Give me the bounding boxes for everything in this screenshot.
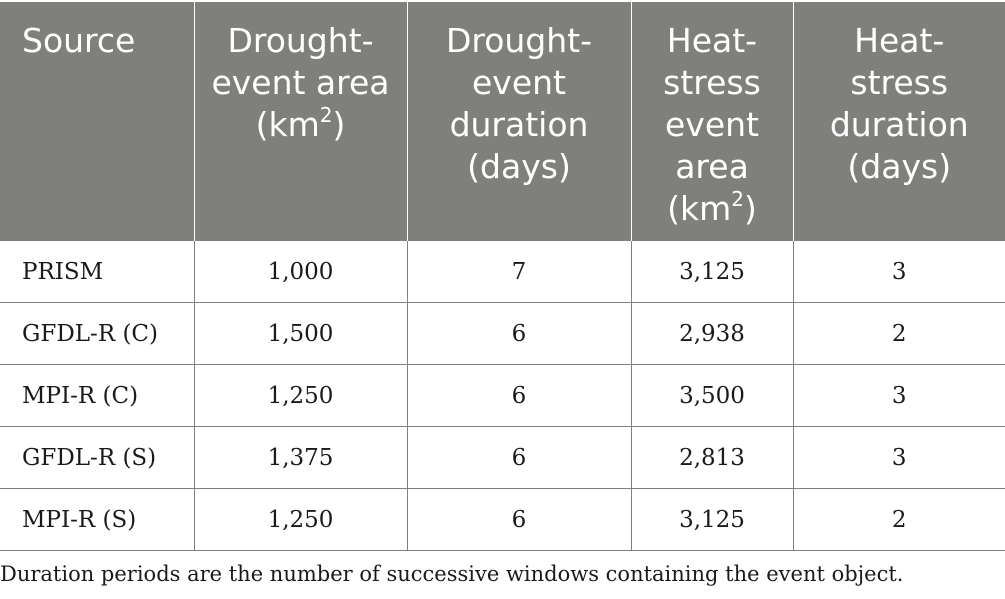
header-heat-area: Heat-stress event area (km2) — [630, 2, 793, 241]
cell-drought-duration: 6 — [406, 302, 632, 365]
table-row: PRISM 1,000 7 3,125 3 — [0, 240, 1005, 303]
table-footnote: Duration periods are the number of succe… — [0, 562, 904, 586]
header-row: Source Drought-event area (km2) Drought-… — [0, 2, 1005, 241]
cell-source: PRISM — [0, 240, 195, 303]
cell-drought-area: 1,375 — [193, 426, 408, 489]
cell-heat-duration: 3 — [792, 426, 1005, 489]
header-heat-duration-text: Heat-stress duration (days) — [829, 21, 969, 186]
cell-heat-duration: 3 — [792, 240, 1005, 303]
cell-source: MPI-R (S) — [0, 488, 195, 551]
header-source: Source — [0, 2, 194, 241]
cell-heat-area: 3,125 — [630, 240, 794, 303]
table-row: MPI-R (C) 1,250 6 3,500 3 — [0, 364, 1005, 427]
cell-source: GFDL-R (C) — [0, 302, 195, 365]
table-body: PRISM 1,000 7 3,125 3 GFDL-R (C) 1,500 6… — [0, 240, 1005, 551]
cell-heat-area: 3,125 — [630, 488, 794, 551]
cell-heat-duration: 2 — [792, 488, 1005, 551]
cell-source: MPI-R (C) — [0, 364, 195, 427]
header-drought-area: Drought-event area (km2) — [193, 2, 407, 241]
data-table: Source Drought-event area (km2) Drought-… — [0, 2, 1005, 551]
header-heat-duration: Heat-stress duration (days) — [792, 2, 1005, 241]
header-drought-area-sup: 2 — [319, 103, 333, 127]
cell-drought-duration: 7 — [406, 240, 632, 303]
cell-drought-duration: 6 — [406, 426, 632, 489]
header-heat-area-text: Heat-stress event area (km — [663, 21, 761, 228]
cell-source: GFDL-R (S) — [0, 426, 195, 489]
table-row: MPI-R (S) 1,250 6 3,125 2 — [0, 488, 1005, 551]
cell-heat-area: 2,938 — [630, 302, 794, 365]
cell-heat-area: 2,813 — [630, 426, 794, 489]
header-heat-area-sup: 2 — [731, 187, 744, 211]
cell-heat-area: 3,500 — [630, 364, 794, 427]
cell-drought-area: 1,500 — [193, 302, 408, 365]
table-row: GFDL-R (C) 1,500 6 2,938 2 — [0, 302, 1005, 365]
header-source-text: Source — [22, 21, 136, 60]
header-drought-area-tail: ) — [332, 105, 346, 144]
cell-heat-duration: 3 — [792, 364, 1005, 427]
table-header: Source Drought-event area (km2) Drought-… — [0, 2, 1005, 241]
table-row: GFDL-R (S) 1,375 6 2,813 3 — [0, 426, 1005, 489]
cell-heat-duration: 2 — [792, 302, 1005, 365]
header-drought-duration-text: Drought-event duration (days) — [445, 21, 593, 186]
header-drought-area-text: Drought-event area (km — [211, 21, 390, 144]
header-heat-area-tail: ) — [744, 189, 757, 228]
cell-drought-area: 1,000 — [193, 240, 408, 303]
cell-drought-duration: 6 — [406, 488, 632, 551]
header-drought-duration: Drought-event duration (days) — [406, 2, 631, 241]
cell-drought-area: 1,250 — [193, 488, 408, 551]
cell-drought-area: 1,250 — [193, 364, 408, 427]
cell-drought-duration: 6 — [406, 364, 632, 427]
